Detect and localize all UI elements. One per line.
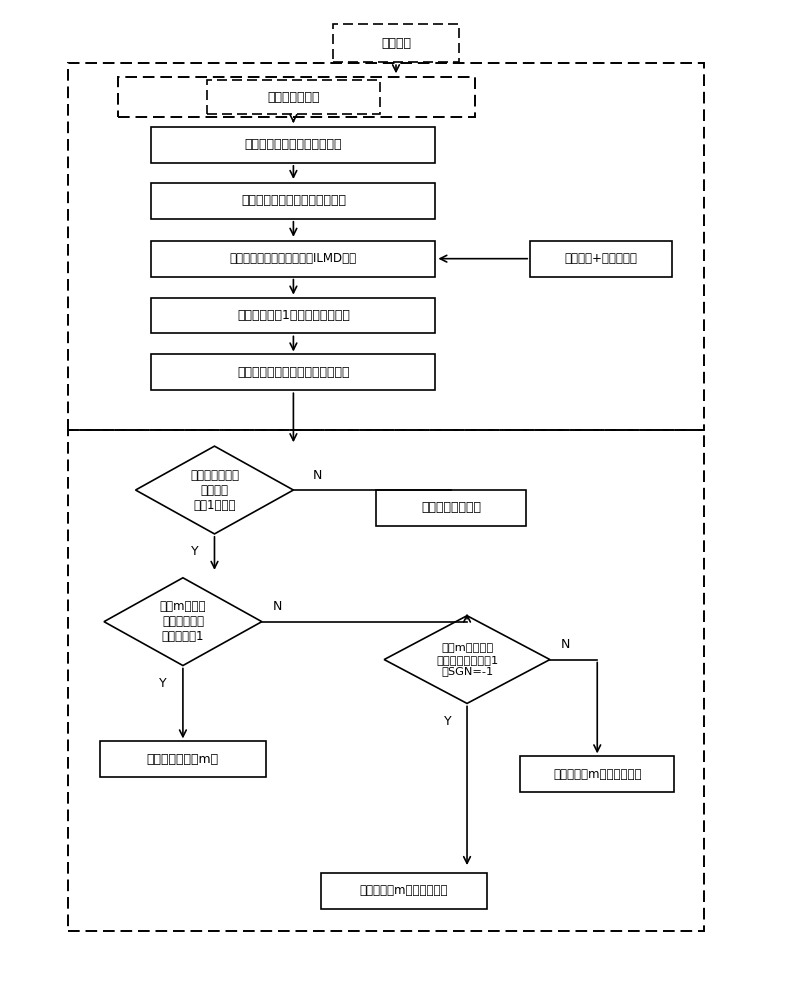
- Bar: [376, 490, 526, 526]
- Bar: [151, 241, 436, 277]
- Text: Y: Y: [191, 545, 199, 558]
- Text: 故障发生在区段m上: 故障发生在区段m上: [147, 753, 219, 766]
- Text: 故障发生在m的一后区段上: 故障发生在m的一后区段上: [553, 768, 642, 781]
- Bar: [68, 63, 704, 430]
- Bar: [520, 756, 674, 792]
- Bar: [151, 127, 436, 163]
- Bar: [151, 183, 436, 219]
- Text: 故障发生在m的前一区段上: 故障发生在m的前一区段上: [360, 884, 448, 897]
- Bar: [530, 241, 672, 277]
- Text: N: N: [312, 469, 322, 482]
- Text: 计算各区段信号之间的能量相对熵: 计算各区段信号之间的能量相对熵: [237, 366, 349, 379]
- Text: N: N: [273, 600, 282, 613]
- Bar: [333, 24, 459, 62]
- Text: Y: Y: [444, 715, 451, 728]
- Bar: [68, 430, 704, 931]
- Bar: [151, 354, 436, 390]
- Polygon shape: [135, 446, 293, 534]
- Bar: [151, 298, 436, 333]
- Text: 区段m与前后
两区段的熵值
是否均大于1: 区段m与前后 两区段的熵值 是否均大于1: [160, 600, 206, 643]
- Text: 对各区段暂态零序电流进行ILMD分解: 对各区段暂态零序电流进行ILMD分解: [230, 252, 357, 265]
- Text: 提取分解后的1个工频周期的数据: 提取分解后的1个工频周期的数据: [237, 309, 350, 322]
- Text: 故障发生在母线上: 故障发生在母线上: [421, 501, 482, 514]
- Text: 故障启动: 故障启动: [381, 37, 411, 50]
- Text: 计算能量相对熵: 计算能量相对熵: [267, 91, 320, 104]
- Text: Y: Y: [159, 677, 167, 690]
- Bar: [207, 80, 380, 114]
- Text: 镜像延拓+自适应噪声: 镜像延拓+自适应噪声: [565, 252, 638, 265]
- Text: 计算各区段流出的暂态零序电流: 计算各区段流出的暂态零序电流: [241, 194, 346, 207]
- Polygon shape: [104, 578, 262, 666]
- Bar: [118, 77, 475, 117]
- Bar: [321, 873, 487, 909]
- Text: N: N: [561, 638, 570, 651]
- Polygon shape: [384, 616, 550, 703]
- Bar: [100, 741, 266, 777]
- Text: 是否存在两区段
间的熵值
大于1的情况: 是否存在两区段 间的熵值 大于1的情况: [190, 469, 239, 512]
- Text: 区段m与前一区
段的熵值是否大于1
且SGN=-1: 区段m与前一区 段的熵值是否大于1 且SGN=-1: [436, 643, 498, 676]
- Text: 计算各个节点的暂态零序电流: 计算各个节点的暂态零序电流: [245, 138, 342, 151]
